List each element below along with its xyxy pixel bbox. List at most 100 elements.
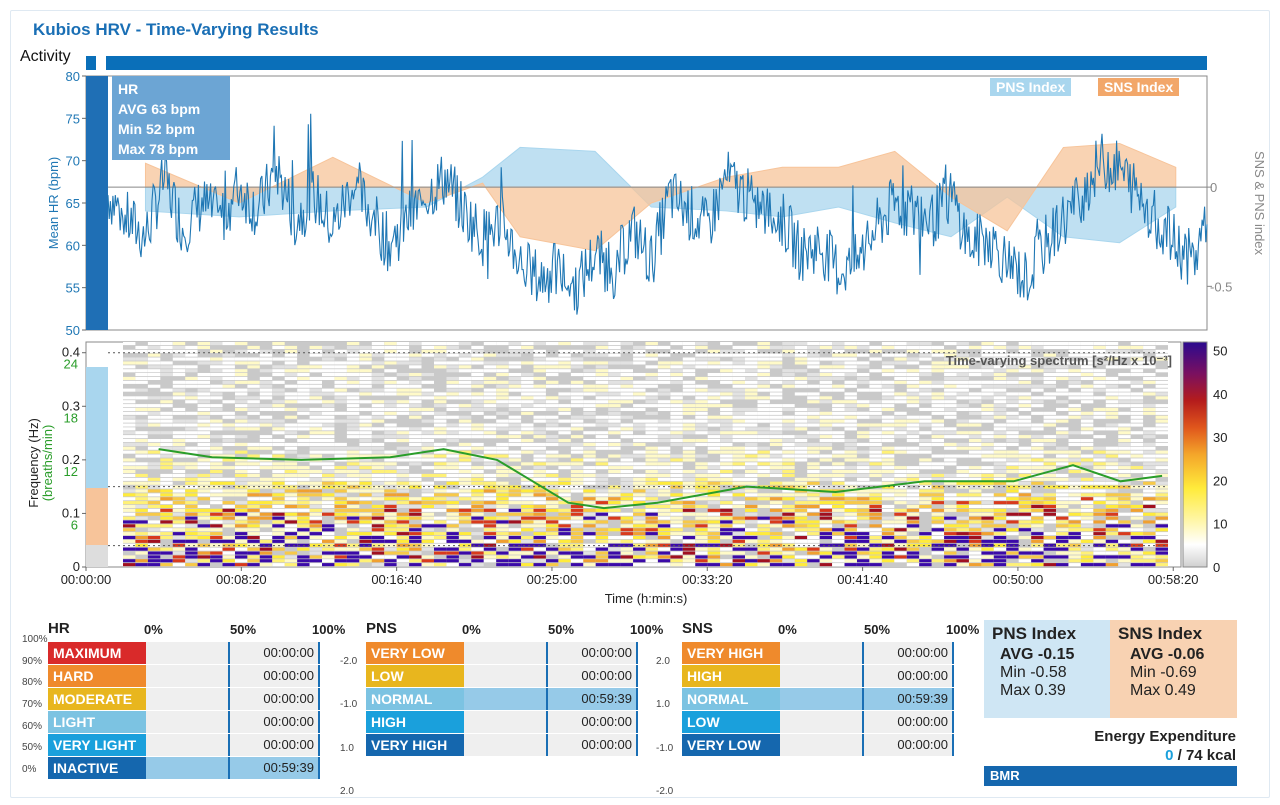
spectrum-cell [682, 470, 696, 474]
spectrum-cell [483, 536, 497, 540]
spectrum-cell [695, 528, 708, 532]
pns-zone-table: PNS 0% 50% 100% VERY LOW 00:00:00 LOW 00:00:00 N… [340, 620, 663, 797]
spectrum-cell [894, 431, 907, 435]
spectrum-cell [620, 497, 633, 501]
spectrum-cell [981, 516, 994, 520]
spectrum-cell [919, 388, 932, 392]
spectrum-cell [969, 396, 982, 400]
spectrum-cell [1080, 524, 1094, 528]
spectrum-cell [844, 369, 857, 373]
spectrum-cell [533, 384, 546, 388]
spectrum-cell [1143, 357, 1156, 361]
spectrum-cell [396, 407, 410, 411]
spectrum-cell [272, 512, 285, 516]
spectrum-cell [235, 551, 248, 555]
spectrum-cell [272, 400, 285, 404]
spectrum-cell [682, 481, 696, 485]
spectrum-cell [521, 555, 534, 559]
spectrum-cell [1118, 512, 1131, 516]
spectrum-cell [844, 458, 857, 462]
spectrum-cell [720, 427, 733, 431]
spectrum-cell [645, 547, 658, 551]
spectrum-cell [1143, 376, 1156, 380]
spectrum-cell [969, 454, 982, 458]
spectrum-cell [981, 415, 994, 419]
spectrum-cell [881, 547, 895, 551]
spectrum-cell [757, 524, 770, 528]
spectrum-cell [434, 539, 447, 543]
spectrum-cell [421, 419, 434, 423]
spectrum-cell [421, 427, 434, 431]
spectrum-cell [272, 454, 285, 458]
spectrum-cell [235, 415, 248, 419]
spectrum-cell [1118, 559, 1131, 563]
spectrum-cell [322, 555, 335, 559]
spectrum-cell [521, 450, 534, 454]
spectrum-cell [334, 512, 347, 516]
spectrum-cell [496, 400, 509, 404]
spectrum-cell [359, 427, 372, 431]
spectrum-cell [919, 450, 932, 454]
spectrum-cell [944, 547, 957, 551]
spectrum-cell [720, 415, 733, 419]
spectrum-cell [309, 384, 322, 388]
spectrum-cell [757, 380, 770, 384]
spectrum-cell [521, 512, 534, 516]
spectrum-cell [371, 373, 385, 377]
spectrum-cell [309, 462, 322, 466]
spectrum-cell [1143, 450, 1156, 454]
spectrum-cell [247, 508, 260, 512]
spectrum-cell [197, 481, 210, 485]
spectrum-cell [857, 559, 870, 563]
spectrum-cell [745, 450, 758, 454]
spectrum-cell [869, 415, 882, 419]
spectrum-cell [297, 369, 310, 373]
spectrum-cell [732, 373, 745, 377]
spectrum-cell [707, 477, 721, 481]
spectrum-cell [247, 365, 260, 369]
spectrum-cell [247, 419, 260, 423]
spectrum-cell [956, 466, 969, 470]
spectrum-cell [857, 504, 870, 508]
spectrum-cell [458, 415, 472, 419]
spectrum-cell [981, 373, 994, 377]
spectrum-cell [857, 411, 870, 415]
spectrum-cell [210, 407, 223, 411]
spectrum-cell [1068, 353, 1081, 357]
spectrum-cell [1093, 376, 1106, 380]
spectrum-cell [384, 532, 397, 536]
spectrum-cell [471, 493, 484, 497]
spectrum-cell [434, 411, 447, 415]
spectrum-cell [322, 373, 335, 377]
spectrum-cell [1155, 497, 1168, 501]
spectrum-cell [483, 532, 497, 536]
spectrum-cell [334, 547, 347, 551]
spectrum-cell [583, 532, 596, 536]
spectrum-cell [881, 396, 895, 400]
spectrum-cell [421, 528, 434, 532]
spectrum-cell [135, 435, 148, 439]
spectrum-cell [844, 481, 857, 485]
spectrum-cell [297, 493, 310, 497]
spectrum-cell [608, 388, 621, 392]
spectrum-cell [633, 396, 646, 400]
spectrum-cell [309, 520, 322, 524]
spectrum-cell [682, 532, 696, 536]
spectrum-cell [558, 528, 571, 532]
spectrum-cell [496, 504, 509, 508]
spectrum-cell [620, 431, 633, 435]
spectrum-cell [807, 466, 820, 470]
spectrum-cell [844, 384, 857, 388]
spectrum-cell [1105, 353, 1119, 357]
spectrum-cell [1118, 520, 1131, 524]
spectrum-cell [1155, 551, 1168, 555]
spectrum-cell [1031, 435, 1044, 439]
spectrum-cell [558, 532, 571, 536]
spectrum-cell [745, 423, 758, 427]
spectrum-cell [135, 407, 148, 411]
spectrum-cell [707, 431, 721, 435]
spectrum-cell [1018, 481, 1032, 485]
spectrum-cell [1130, 373, 1144, 377]
spectrum-cell [1006, 380, 1019, 384]
spectrum-cell [446, 555, 459, 559]
